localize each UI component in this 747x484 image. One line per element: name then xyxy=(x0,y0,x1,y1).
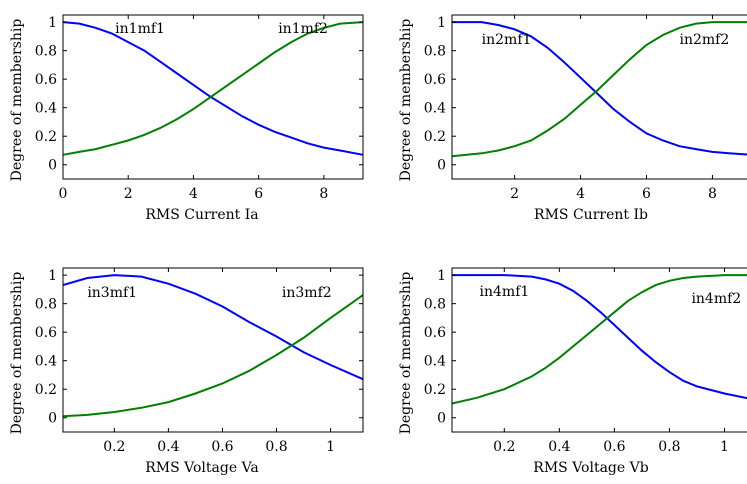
y-tick-label: 0.2 xyxy=(424,129,446,145)
y-tick-label: 0 xyxy=(48,411,57,427)
y-tick-label: 0 xyxy=(437,411,446,427)
x-tick-label: 8 xyxy=(708,186,717,202)
x-tick-label: 1 xyxy=(326,439,335,455)
axes-box xyxy=(451,267,747,433)
series-line-in1mf2 xyxy=(62,21,364,156)
y-tick-label: 0.8 xyxy=(424,44,446,60)
y-tick-label: 0.2 xyxy=(424,382,446,398)
x-axis-label: RMS Current Ia xyxy=(145,207,258,223)
chart-panel-1: 0 2 4 6 8 0 0.2 0.4 0.6 0.8 1 in1mf1 in1mf2 RMS Curre… xyxy=(9,14,364,223)
y-axis-label: Degree of membership xyxy=(9,272,25,435)
y-tick-label: 1 xyxy=(48,15,57,31)
x-tick-label: 0.6 xyxy=(211,439,233,455)
series-line-in3mf1 xyxy=(62,274,364,381)
y-tick-label: 0.6 xyxy=(35,325,57,341)
y-tick-label: 0.4 xyxy=(424,354,446,370)
y-axis-label: Degree of membership xyxy=(398,19,414,182)
mf-label-in1mf2: in1mf2 xyxy=(278,21,328,37)
y-tick-label: 0.6 xyxy=(424,72,446,88)
x-tick-label: 8 xyxy=(319,186,328,202)
y-tick-label: 1 xyxy=(48,268,57,284)
y-tick-label: 0.8 xyxy=(35,44,57,60)
mf-label-in2mf1: in2mf1 xyxy=(482,32,532,48)
x-tick-label: 0.8 xyxy=(265,439,287,455)
x-axis-label: RMS Current Ib xyxy=(534,207,648,223)
x-tick-label: 6 xyxy=(642,186,651,202)
y-tick-label: 0.4 xyxy=(35,101,57,117)
x-tick-label: 0.6 xyxy=(603,439,625,455)
axes-box xyxy=(62,14,364,180)
series-line-in4mf2 xyxy=(451,274,747,405)
y-axis-label: Degree of membership xyxy=(398,272,414,435)
x-tick-label: 6 xyxy=(254,186,263,202)
axes-box xyxy=(62,267,364,433)
y-tick-label: 0.4 xyxy=(424,101,446,117)
mf-label-in2mf2: in2mf2 xyxy=(679,32,729,48)
x-axis-label: RMS Voltage Vb xyxy=(533,460,648,476)
series-line-in2mf2 xyxy=(451,21,747,158)
x-tick-label: 0.2 xyxy=(103,439,125,455)
chart-panel-2: 2 4 6 8 0 0.2 0.4 0.6 0.8 1 in2mf1 in2mf2 RMS Curren… xyxy=(398,14,747,223)
y-axis-label: Degree of membership xyxy=(9,19,25,182)
y-tick-label: 0.8 xyxy=(35,297,57,313)
axes-box xyxy=(451,14,747,180)
chart-panel-4: 0.2 0.4 0.6 0.8 1 0 0.2 0.4 0.6 0.8 1 in4mf1 in4mf2 R… xyxy=(398,267,747,476)
mf-label-in4mf1: in4mf1 xyxy=(480,284,530,300)
x-tick-label: 0.2 xyxy=(493,439,515,455)
mf-label-in4mf2: in4mf2 xyxy=(691,291,741,307)
x-tick-label: 4 xyxy=(576,186,585,202)
y-tick-label: 0.4 xyxy=(35,354,57,370)
y-tick-label: 0 xyxy=(437,158,446,174)
series-line-in2mf1 xyxy=(452,21,747,156)
x-tick-label: 0 xyxy=(59,186,68,202)
series-line-in3mf2 xyxy=(62,294,364,418)
y-tick-label: 0.2 xyxy=(35,129,57,145)
mf-label-in1mf1: in1mf1 xyxy=(115,21,165,37)
series-line-in1mf1 xyxy=(62,21,364,156)
x-tick-label: 0.8 xyxy=(658,439,680,455)
x-tick-label: 0.4 xyxy=(157,439,179,455)
x-tick-label: 1 xyxy=(720,439,729,455)
y-tick-label: 0.2 xyxy=(35,382,57,398)
x-tick-label: 2 xyxy=(510,186,519,202)
x-tick-label: 4 xyxy=(189,186,198,202)
x-tick-label: 0.4 xyxy=(548,439,570,455)
mf-label-in3mf2: in3mf2 xyxy=(282,285,332,301)
x-tick-label: 2 xyxy=(124,186,133,202)
y-tick-label: 0 xyxy=(48,158,57,174)
y-tick-label: 1 xyxy=(437,15,446,31)
y-tick-label: 0.8 xyxy=(424,297,446,313)
y-tick-label: 0.6 xyxy=(35,72,57,88)
chart-panel-3: 0.2 0.4 0.6 0.8 1 0 0.2 0.4 0.6 0.8 1 in3mf1 in3mf2 R… xyxy=(9,267,364,476)
mf-label-in3mf1: in3mf1 xyxy=(87,285,137,301)
y-tick-label: 0.6 xyxy=(424,325,446,341)
x-axis-label: RMS Voltage Va xyxy=(145,460,259,476)
y-tick-label: 1 xyxy=(437,268,446,284)
